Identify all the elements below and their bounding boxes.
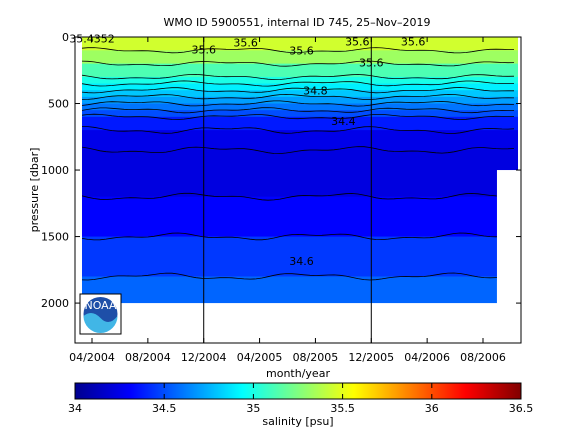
salinity-bands bbox=[82, 37, 518, 304]
x-axis-label: month/year bbox=[266, 367, 330, 380]
salinity-band bbox=[82, 130, 518, 151]
y-tick-label: 2000 bbox=[41, 297, 69, 310]
contour-label: 35.6 bbox=[191, 43, 216, 56]
salinity-band bbox=[82, 50, 518, 65]
x-tick-label: 04/2005 bbox=[237, 351, 283, 364]
contour-line bbox=[81, 232, 515, 241]
contour-label: 34.8 bbox=[303, 85, 328, 98]
colorbar: 34 34.5 35 35.5 36 36.5 bbox=[68, 382, 533, 415]
y-tick-label: 1500 bbox=[41, 231, 69, 244]
salinity-band bbox=[82, 236, 518, 277]
y-tick-label: 1000 bbox=[41, 164, 69, 177]
contour-line bbox=[81, 146, 515, 155]
contour-label: 35.6 bbox=[401, 35, 426, 48]
plot-frame bbox=[74, 36, 522, 344]
contour-label: 34.4 bbox=[331, 115, 356, 128]
colorbar-label: salinity [psu] bbox=[262, 415, 333, 428]
x-tick-label: 08/2005 bbox=[293, 351, 339, 364]
data-gaps bbox=[75, 37, 521, 343]
contour-line bbox=[81, 80, 515, 87]
colorbar-tick-label: 36 bbox=[425, 402, 439, 415]
x-tick-label: 08/2004 bbox=[125, 351, 171, 364]
noaa-logo: NOAA bbox=[79, 293, 122, 335]
x-tick-label: 04/2004 bbox=[69, 351, 115, 364]
x-tick-label: 04/2006 bbox=[404, 351, 450, 364]
salinity-band bbox=[82, 63, 518, 78]
salinity-band bbox=[82, 103, 518, 111]
contour-line bbox=[81, 60, 515, 67]
salinity-band bbox=[82, 96, 518, 105]
x-tick-label: 12/2004 bbox=[181, 351, 227, 364]
plot-area: 35.435235.635.635.635.635.635.634.834.43… bbox=[69, 33, 522, 344]
contour-label: 34.6 bbox=[289, 255, 314, 268]
colorbar-tick-label: 36.5 bbox=[509, 402, 534, 415]
salinity-band bbox=[82, 83, 518, 91]
contour-labels: 35.435235.635.635.635.635.635.634.834.43… bbox=[69, 33, 425, 268]
contour-line bbox=[81, 100, 515, 107]
no-data-region bbox=[518, 37, 521, 343]
y-axis: 0 500 1000 1500 2000 bbox=[41, 31, 521, 310]
x-tick-label: 12/2005 bbox=[348, 351, 394, 364]
salinity-band bbox=[82, 110, 518, 118]
colorbar-gradient bbox=[74, 382, 522, 400]
no-data-region bbox=[75, 37, 82, 343]
salinity-band bbox=[82, 196, 518, 238]
contour-line bbox=[81, 192, 515, 201]
contour-label: 35.6 bbox=[233, 37, 258, 50]
year-dividers bbox=[203, 37, 372, 343]
contour-line bbox=[81, 113, 514, 120]
contour-label: 35.6 bbox=[345, 35, 370, 48]
contour-lines bbox=[81, 47, 515, 281]
salinity-band bbox=[82, 90, 518, 98]
contour-line bbox=[81, 87, 514, 94]
colorbar-tick-label: 34 bbox=[68, 402, 82, 415]
colorbar-tick-label: 35.5 bbox=[330, 402, 355, 415]
contour-line bbox=[81, 107, 515, 114]
colorbar-ticks: 34 34.5 35 35.5 36 36.5 bbox=[68, 383, 533, 415]
no-data-region bbox=[75, 303, 521, 343]
y-axis-label: pressure [dbar] bbox=[28, 148, 41, 233]
salinity-band bbox=[82, 76, 518, 85]
contour-line bbox=[81, 47, 515, 54]
contour-label: 35.6 bbox=[359, 57, 384, 70]
salinity-band bbox=[82, 37, 518, 51]
contour-line bbox=[81, 93, 515, 100]
x-tick-label: 08/2006 bbox=[460, 351, 506, 364]
colorbar-tick-label: 35 bbox=[246, 402, 260, 415]
logo-text: NOAA bbox=[84, 299, 117, 312]
contour-line bbox=[81, 272, 515, 281]
contour-line bbox=[81, 73, 515, 81]
chart-title: WMO ID 5900551, internal ID 745, 25–Nov–… bbox=[163, 16, 430, 29]
x-axis: 04/2004 08/2004 12/2004 04/2005 08/2005 12/20… bbox=[69, 37, 506, 364]
y-tick-label: 500 bbox=[48, 98, 69, 111]
contour-line bbox=[82, 126, 515, 134]
contour-label: 35.6 bbox=[289, 45, 314, 58]
salinity-band bbox=[82, 276, 518, 304]
salinity-band bbox=[82, 116, 518, 131]
colorbar-tick-label: 34.5 bbox=[152, 402, 177, 415]
salinity-band bbox=[82, 150, 518, 198]
y-tick-label: 0 bbox=[62, 31, 69, 44]
